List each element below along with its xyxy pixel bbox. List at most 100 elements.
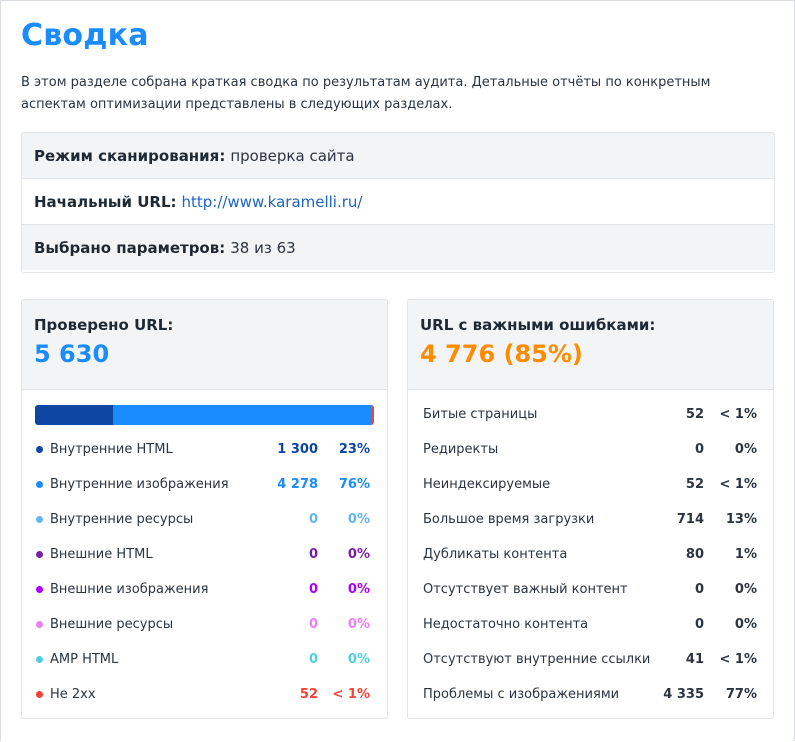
error-type-label: Недостаточно контента: [423, 617, 589, 632]
checked-urls-total: 5 630: [34, 340, 110, 368]
error-type-count: 4 335: [663, 687, 704, 702]
url-type-label: Внешние ресурсы: [50, 617, 174, 632]
url-type-percent: 0%: [347, 512, 370, 527]
url-type-count: 4 278: [277, 477, 318, 492]
checked-urls-title: Проверено URL:: [34, 316, 174, 334]
error-type-label: Неиндексируемые: [423, 477, 551, 492]
legend-dot-icon: [36, 621, 43, 628]
url-distribution-bar: [35, 405, 374, 425]
error-type-row: Дубликаты контента 80 1%: [408, 537, 773, 572]
legend-dot-icon: [36, 551, 43, 558]
page-title: Сводка: [21, 18, 149, 53]
legend-dot-icon: [36, 656, 43, 663]
error-type-label: Большое время загрузки: [423, 512, 595, 527]
error-urls-title: URL с важными ошибками:: [420, 316, 656, 334]
url-type-count: 0: [308, 617, 318, 632]
error-urls-card: URL с важными ошибками: 4 776 (85%) Биты…: [407, 299, 774, 719]
url-type-label: AMP HTML: [50, 652, 119, 667]
error-type-label: Отсутствует важный контент: [423, 582, 628, 597]
start-url-row: Начальный URL: http://www.karamelli.ru/: [22, 179, 774, 225]
legend-dot-icon: [36, 691, 43, 698]
url-type-row: Внутренние HTML 1 300 23%: [22, 432, 387, 467]
legend-dot-icon: [36, 446, 43, 453]
error-type-label: Отсутствуют внутренние ссылки: [423, 652, 651, 667]
distribution-segment: [112, 405, 371, 425]
scan-mode-row: Режим сканирования: проверка сайта: [22, 133, 774, 179]
error-urls-list: Битые страницы 52 < 1% Редиректы 0 0% Неиндекс…: [408, 397, 773, 712]
url-type-percent: 0%: [347, 617, 370, 632]
error-type-row: Редиректы 0 0%: [408, 432, 773, 467]
error-type-count: 52: [685, 477, 704, 492]
error-type-percent: < 1%: [719, 477, 758, 492]
error-type-row: Неиндексируемые 52 < 1%: [408, 467, 773, 502]
url-type-row: Внешние изображения 0 0%: [22, 572, 387, 607]
error-type-percent: 13%: [725, 512, 757, 527]
start-url-link[interactable]: http://www.karamelli.ru/: [181, 192, 363, 211]
legend-dot-icon: [36, 516, 43, 523]
error-type-row: Отсутствуют внутренние ссылки 41 < 1%: [408, 642, 773, 677]
params-label: Выбрано параметров:: [34, 238, 226, 257]
url-type-label: Внутренние ресурсы: [50, 512, 194, 527]
url-type-percent: 76%: [338, 477, 370, 492]
error-type-percent: < 1%: [719, 407, 758, 422]
error-type-count: 0: [694, 442, 704, 457]
url-type-row: Не 2xx 52 < 1%: [22, 677, 387, 712]
url-type-count: 1 300: [277, 442, 318, 457]
error-type-count: 0: [694, 582, 704, 597]
error-type-label: Битые страницы: [423, 407, 538, 422]
error-type-percent: < 1%: [719, 652, 758, 667]
url-type-percent: 0%: [347, 582, 370, 597]
params-row: Выбрано параметров: 38 из 63: [22, 225, 774, 270]
error-type-label: Редиректы: [423, 442, 499, 457]
error-urls-header: URL с важными ошибками: 4 776 (85%): [408, 300, 773, 390]
error-type-row: Битые страницы 52 < 1%: [408, 397, 773, 432]
error-urls-total: 4 776 (85%): [420, 340, 583, 368]
url-type-row: Внешние ресурсы 0 0%: [22, 607, 387, 642]
url-type-row: AMP HTML 0 0%: [22, 642, 387, 677]
url-type-count: 0: [308, 547, 318, 562]
error-type-row: Отсутствует важный контент 0 0%: [408, 572, 773, 607]
url-type-row: Внутренние ресурсы 0 0%: [22, 502, 387, 537]
distribution-segment: [370, 405, 374, 425]
error-type-count: 80: [685, 547, 704, 562]
url-type-percent: 23%: [338, 442, 370, 457]
url-type-percent: < 1%: [332, 687, 371, 702]
url-type-count: 0: [308, 582, 318, 597]
start-url-label: Начальный URL:: [34, 192, 177, 211]
error-type-count: 52: [685, 407, 704, 422]
error-type-count: 41: [685, 652, 704, 667]
error-type-row: Проблемы с изображениями 4 335 77%: [408, 677, 773, 712]
error-type-percent: 0%: [734, 582, 757, 597]
checked-urls-header: Проверено URL: 5 630: [22, 300, 387, 390]
checked-urls-card: Проверено URL: 5 630 Внутренние HTML 1 30…: [21, 299, 388, 719]
scan-mode-value: проверка сайта: [230, 146, 355, 165]
url-type-label: Не 2xx: [50, 687, 96, 702]
url-type-label: Внутренние изображения: [50, 477, 229, 492]
url-type-row: Внешние HTML 0 0%: [22, 537, 387, 572]
error-type-label: Дубликаты контента: [423, 547, 568, 562]
scan-info-table: Режим сканирования: проверка сайта Начал…: [21, 132, 775, 273]
intro-text: В этом разделе собрана краткая сводка по…: [21, 75, 711, 112]
url-type-percent: 0%: [347, 547, 370, 562]
url-type-label: Внешние HTML: [50, 547, 153, 562]
error-type-row: Недостаточно контента 0 0%: [408, 607, 773, 642]
url-type-count: 0: [308, 652, 318, 667]
scan-mode-label: Режим сканирования:: [34, 146, 226, 165]
error-type-percent: 77%: [725, 687, 757, 702]
distribution-segment: [35, 405, 113, 425]
url-type-count: 0: [308, 512, 318, 527]
error-type-percent: 0%: [734, 442, 757, 457]
url-type-percent: 0%: [347, 652, 370, 667]
legend-dot-icon: [36, 481, 43, 488]
params-value: 38 из 63: [230, 238, 296, 257]
error-type-percent: 0%: [734, 617, 757, 632]
error-type-percent: 1%: [734, 547, 757, 562]
legend-dot-icon: [36, 586, 43, 593]
url-type-label: Внешние изображения: [50, 582, 209, 597]
error-type-label: Проблемы с изображениями: [423, 687, 620, 702]
checked-urls-list: Внутренние HTML 1 300 23% Внутренние изобра…: [22, 432, 387, 712]
url-type-label: Внутренние HTML: [50, 442, 173, 457]
error-type-count: 714: [676, 512, 704, 527]
url-type-count: 52: [299, 687, 318, 702]
error-type-count: 0: [694, 617, 704, 632]
